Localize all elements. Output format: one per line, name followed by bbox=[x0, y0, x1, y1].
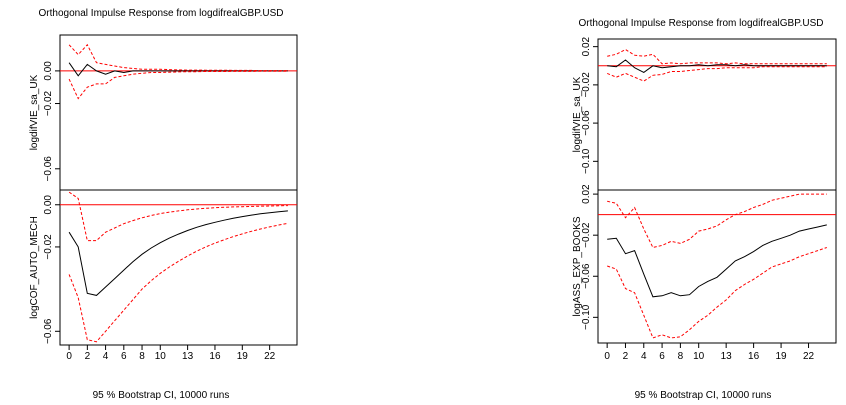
y-tick-label: −0.06 bbox=[43, 318, 54, 344]
y-tick-label: −0.02 bbox=[43, 90, 54, 116]
y-axis-label: logCOF_AUTO_MECH bbox=[29, 216, 40, 319]
x-tick-label: 2 bbox=[85, 351, 91, 362]
x-tick-label: 22 bbox=[803, 351, 815, 362]
y-axis-label: logASS_EXP_BOOKS bbox=[572, 216, 583, 316]
chart-right: Orthogonal Impulse Response from logdifr… bbox=[572, 18, 837, 401]
x-tick-label: 22 bbox=[264, 351, 276, 362]
panel-frame bbox=[59, 34, 298, 191]
series-response-line bbox=[607, 59, 827, 73]
x-tick-label: 0 bbox=[66, 351, 72, 362]
y-tick-label: −0.10 bbox=[581, 304, 592, 330]
chart-right-footer: 95 % Bootstrap CI, 10000 runs bbox=[635, 390, 772, 401]
y-tick-label: 0.02 bbox=[581, 36, 592, 56]
x-tick-label: 10 bbox=[155, 351, 167, 362]
x-tick-label: 19 bbox=[237, 351, 249, 362]
x-tick-label: 13 bbox=[721, 351, 733, 362]
y-tick-label: 0.00 bbox=[43, 61, 54, 81]
series-upper-line bbox=[68, 191, 288, 242]
x-tick-label: 13 bbox=[182, 351, 194, 362]
chart-left-title: Orthogonal Impulse Response from logdifr… bbox=[39, 8, 284, 19]
y-tick-label: 0.00 bbox=[43, 195, 54, 215]
x-tick-label: 6 bbox=[659, 351, 665, 362]
chart-right-xaxis: 0 2 4 6 8 10 13 16 19 22 bbox=[604, 342, 815, 362]
series-upper-line bbox=[68, 43, 288, 72]
chart-left-footer: 95 % Bootstrap CI, 10000 runs bbox=[93, 390, 230, 401]
x-tick-label: 6 bbox=[121, 351, 127, 362]
series-upper-line bbox=[607, 48, 827, 65]
x-tick-label: 2 bbox=[623, 351, 629, 362]
series-response-line bbox=[68, 62, 288, 77]
chart-left: Orthogonal Impulse Response from logdifr… bbox=[29, 8, 298, 401]
y-tick-label: 0.02 bbox=[581, 184, 592, 204]
x-tick-label: 10 bbox=[693, 351, 705, 362]
panel-frame bbox=[597, 38, 837, 191]
series-lower-line bbox=[607, 66, 827, 82]
series-lower-line bbox=[68, 70, 288, 100]
y-tick-label: −0.06 bbox=[581, 263, 592, 289]
x-tick-label: 4 bbox=[641, 351, 647, 362]
x-tick-label: 16 bbox=[209, 351, 221, 362]
x-tick-label: 16 bbox=[748, 351, 760, 362]
y-tick-label: −0.06 bbox=[581, 110, 592, 136]
x-tick-label: 19 bbox=[776, 351, 788, 362]
x-tick-label: 8 bbox=[139, 351, 145, 362]
y-tick-label: −0.06 bbox=[43, 156, 54, 182]
y-tick-label: −0.02 bbox=[581, 72, 592, 98]
y-tick-label: −0.02 bbox=[581, 222, 592, 248]
y-axis-label: logdifVIE_sa_UK bbox=[29, 74, 40, 150]
series-response-line bbox=[607, 224, 827, 298]
y-tick-label: −0.10 bbox=[581, 148, 592, 174]
y-axis-label: logdifVIE_sa_UK bbox=[572, 76, 583, 152]
series-lower-line bbox=[68, 222, 288, 343]
x-tick-label: 8 bbox=[678, 351, 684, 362]
series-lower-line bbox=[607, 247, 827, 339]
chart-right-title: Orthogonal Impulse Response from logdifr… bbox=[579, 18, 824, 29]
panel-frame bbox=[597, 189, 837, 344]
series-response-line bbox=[68, 210, 288, 296]
chart-left-xaxis: 0 2 4 6 8 10 13 16 19 22 bbox=[66, 344, 276, 362]
y-tick-label: −0.02 bbox=[43, 234, 54, 260]
x-tick-label: 4 bbox=[103, 351, 109, 362]
series-upper-line bbox=[607, 193, 827, 249]
x-tick-label: 0 bbox=[604, 351, 610, 362]
